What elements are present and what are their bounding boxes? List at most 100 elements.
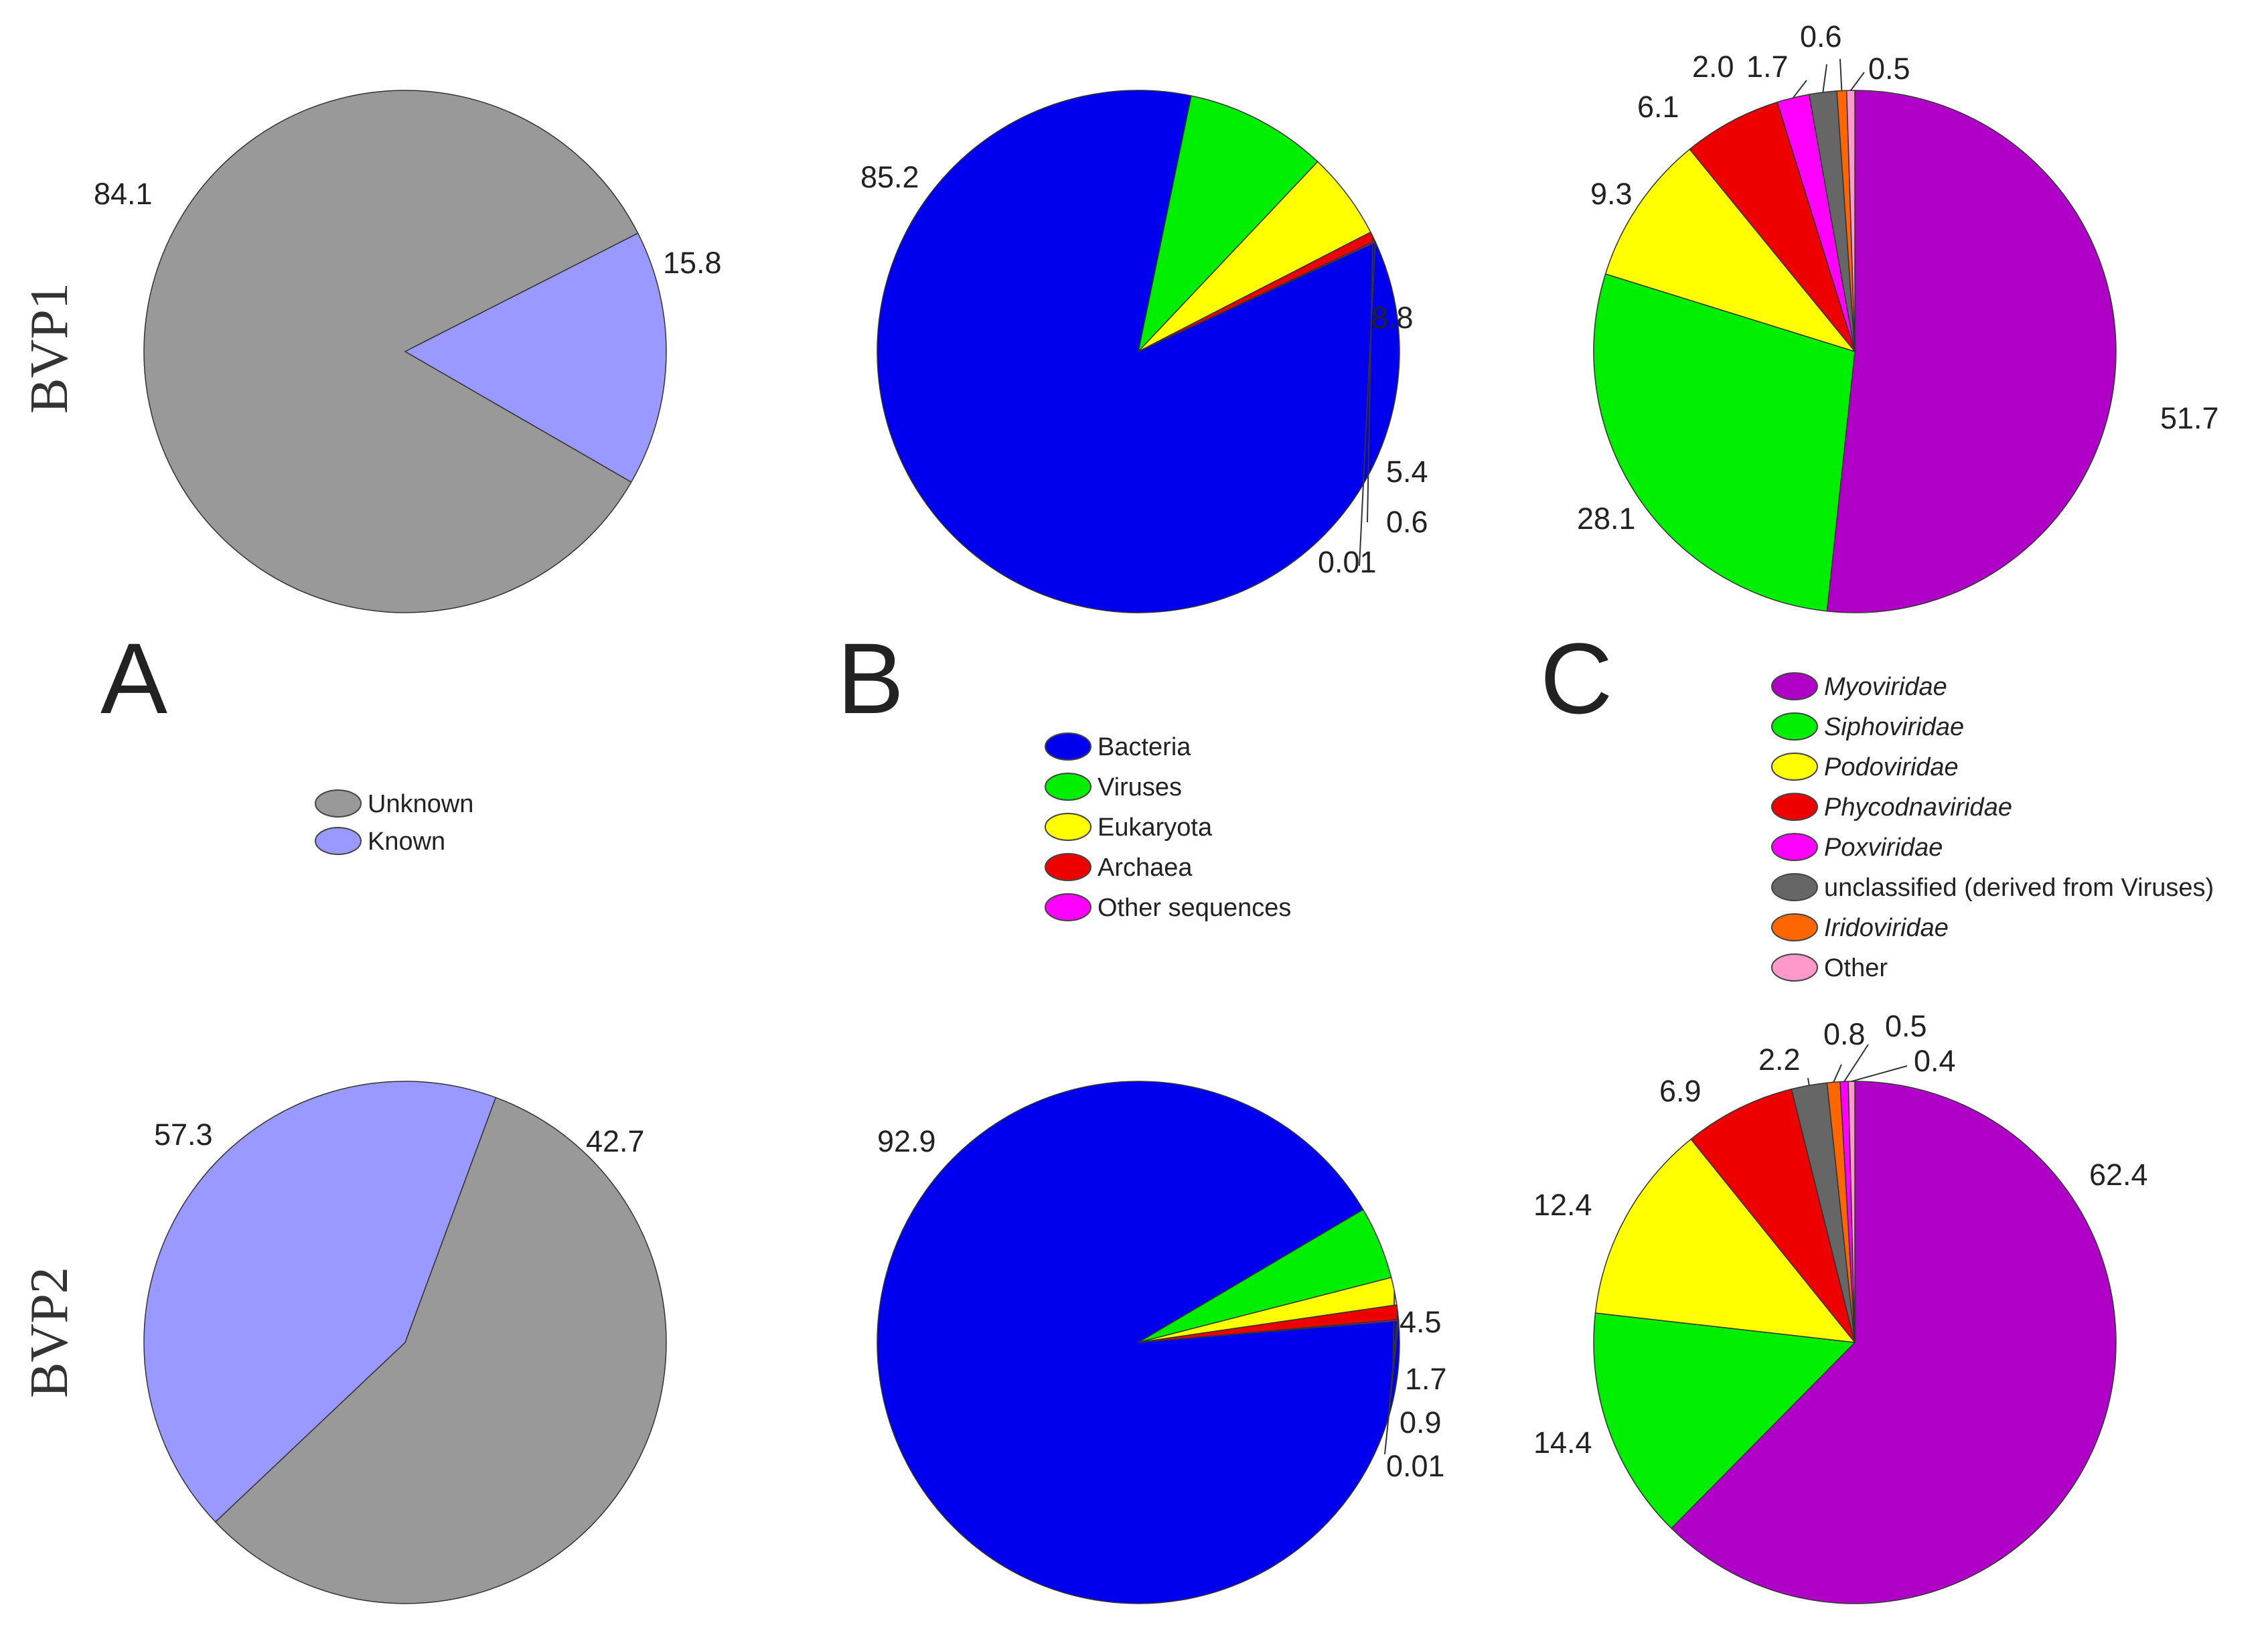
panel-letter-a: A (100, 622, 167, 734)
legend-label-archaea: Archaea (1098, 854, 1193, 882)
legend-swatch-myoviridae (1771, 672, 1818, 700)
leader-line-other-sequences (1359, 241, 1376, 566)
pie-chart-c-bvp1: 51.7 28.1 9.3 6.1 2.0 1.7 0.6 0.5 (1577, 19, 2219, 613)
pie-slice-known (404, 232, 667, 483)
leader-line-poxviridae (1843, 1044, 1869, 1082)
pie-chart-b-bvp1: 85.2 8.8 5.4 0.6 0.01 (860, 90, 1428, 613)
pie-slice-myoviridae (1826, 90, 2117, 613)
slice-label-phycodnaviridae: 6.9 (1659, 1074, 1702, 1108)
legend-swatch-iridoviridae (1771, 913, 1818, 941)
slice-label-known: 15.8 (663, 246, 722, 280)
slice-label-other: 0.4 (1914, 1044, 1956, 1078)
legend-swatch-viruses (1045, 773, 1091, 801)
slice-label-archaea: 0.9 (1400, 1405, 1442, 1440)
slice-label-unclassified-derived-from-viruses: 1.7 (1746, 50, 1789, 84)
legend-label-podoviridae: Podoviridae (1824, 753, 1959, 781)
leader-line-poxviridae (1792, 80, 1807, 98)
leader-line-iridoviridae (1833, 1064, 1842, 1083)
pie-slice-phycodnaviridae (1690, 1088, 1856, 1343)
legend-swatch-poxviridae (1771, 833, 1818, 861)
pie-chart-b-bvp2: 92.9 4.5 1.7 0.9 0.01 (877, 1081, 1447, 1604)
slice-label-phycodnaviridae: 6.1 (1637, 90, 1679, 124)
slice-label-unclassified-derived-from-viruses: 2.2 (1758, 1042, 1801, 1077)
row-label-bvp1: BVP1 (20, 283, 79, 414)
panel-letter-b: B (837, 622, 904, 734)
pie-slice-known (143, 1081, 497, 1523)
leader-line-unclassified-derived-from-viruses (1822, 64, 1827, 93)
slice-label-eukaryota: 1.7 (1405, 1362, 1447, 1396)
pie-slice-unknown (143, 90, 639, 613)
slice-label-viruses: 8.8 (1371, 301, 1414, 335)
legend-swatch-unclassified-derived-from-viruses (1771, 873, 1818, 901)
slice-label-poxviridae: 2.0 (1692, 50, 1734, 84)
slice-label-siphoviridae: 28.1 (1577, 501, 1636, 536)
legend-label-eukaryota: Eukaryota (1098, 814, 1213, 842)
legend-label-other-sequences: Other sequences (1098, 894, 1291, 922)
slice-label-viruses: 4.5 (1400, 1305, 1442, 1339)
panel-letter-c: C (1540, 622, 1612, 734)
legend-swatch-siphoviridae (1771, 712, 1818, 741)
pie-slice-viruses (1138, 95, 1318, 352)
leader-line-unclassified-derived-from-viruses (1807, 1077, 1810, 1086)
pie-slice-unknown (214, 1097, 667, 1604)
legend-swatch-eukaryota (1045, 813, 1091, 841)
legend-c: Myoviridae Siphoviridae Podoviridae Phycodn… (1771, 672, 2214, 982)
slice-label-known: 42.7 (586, 1124, 645, 1158)
legend-label-other: Other (1824, 954, 1888, 982)
legend-label-unclassified-derived-from-viruses: unclassified (derived from Viruses) (1824, 874, 2214, 902)
legend-label-poxviridae: Poxviridae (1824, 834, 1943, 862)
slice-label-bacteria: 92.9 (877, 1124, 936, 1158)
legend-label-iridoviridae: Iridoviridae (1824, 914, 1949, 942)
legend-swatch-other-sequences (1045, 893, 1091, 921)
slice-label-poxviridae: 0.5 (1885, 1009, 1927, 1043)
legend-label-phycodnaviridae: Phycodnaviridae (1824, 793, 2012, 822)
leader-line-other (1851, 1065, 1908, 1082)
legend-label-unknown: Unknown (368, 790, 473, 818)
legend-label-viruses: Viruses (1098, 773, 1182, 801)
legend-b: Bacteria Viruses Eukaryota Archaea Other seq… (1045, 732, 1291, 922)
legend-swatch-unknown (315, 789, 362, 818)
pie-slice-myoviridae (1671, 1081, 2117, 1604)
legend-a: Unknown Known (315, 789, 473, 856)
legend-swatch-podoviridae (1771, 753, 1818, 781)
legend-swatch-other (1771, 953, 1818, 982)
pie-slice-eukaryota (1138, 161, 1371, 352)
leader-line-archaea (1367, 236, 1374, 523)
pie-slice-podoviridae (1604, 149, 1856, 352)
slice-label-archaea: 0.6 (1386, 505, 1428, 539)
pie-slice-siphoviridae (1593, 273, 1856, 612)
leader-line-iridoviridae (1839, 58, 1843, 91)
slice-label-myoviridae: 62.4 (2089, 1158, 2148, 1192)
pie-slice-podoviridae (1594, 1138, 1856, 1343)
legend-label-bacteria: Bacteria (1098, 733, 1191, 761)
pie-slice-siphoviridae (1593, 1312, 1856, 1529)
slice-label-iridoviridae: 0.6 (1800, 19, 1842, 54)
pie-slice-other (1847, 1081, 1856, 1343)
legend-swatch-phycodnaviridae (1771, 793, 1818, 821)
slice-label-iridoviridae: 0.8 (1823, 1017, 1866, 1051)
legend-label-myoviridae: Myoviridae (1824, 673, 1947, 701)
slice-label-eukaryota: 5.4 (1386, 455, 1428, 489)
slice-label-other-sequences: 0.01 (1386, 1449, 1445, 1483)
pie-chart-a-bvp2: 57.3 42.7 (143, 1081, 667, 1604)
legend-label-known: Known (368, 828, 445, 856)
row-label-bvp2: BVP2 (20, 1267, 79, 1398)
legend-swatch-archaea (1045, 853, 1091, 881)
slice-label-podoviridae: 9.3 (1590, 177, 1633, 211)
legend-swatch-known (315, 827, 362, 855)
slice-label-podoviridae: 12.4 (1533, 1188, 1592, 1222)
pie-slice-phycodnaviridae (1689, 101, 1856, 352)
legend-swatch-bacteria (1045, 732, 1091, 761)
slice-label-siphoviridae: 14.4 (1533, 1425, 1592, 1460)
leader-line-other (1850, 72, 1865, 91)
slice-label-other: 0.5 (1868, 52, 1910, 86)
leader-line-other-sequences (1384, 1320, 1400, 1455)
slice-label-unknown: 84.1 (94, 177, 153, 211)
slice-label-bacteria: 85.2 (860, 160, 919, 194)
pie-chart-a-bvp1: 84.1 15.8 (94, 90, 722, 613)
slice-label-unknown: 57.3 (154, 1117, 213, 1152)
slice-label-myoviridae: 51.7 (2160, 401, 2219, 435)
legend-label-siphoviridae: Siphoviridae (1824, 713, 1964, 741)
slice-label-other-sequences: 0.01 (1318, 545, 1377, 579)
